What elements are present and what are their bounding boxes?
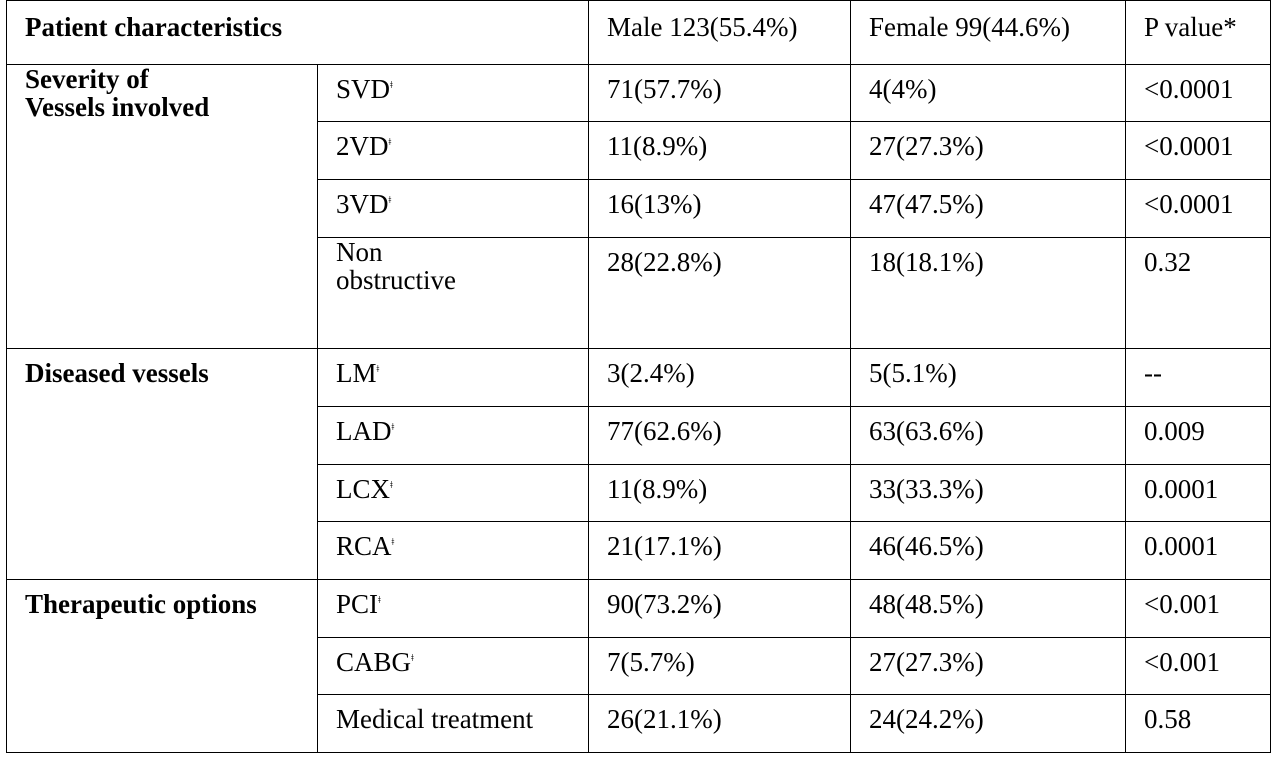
- cell-female: 18(18.1%): [850, 237, 1126, 349]
- row-label: LADǂ: [317, 406, 589, 465]
- header-pvalue: P value*: [1125, 0, 1271, 65]
- row-label-line2: obstructive: [336, 265, 456, 295]
- cell-pvalue: --: [1125, 348, 1271, 407]
- cell-female: 63(63.6%): [850, 406, 1126, 465]
- dagger-mark: ǂ: [390, 479, 393, 491]
- cell-male: 7(5.7%): [588, 637, 851, 695]
- cell-female: 5(5.1%): [850, 348, 1126, 407]
- row-label-text: LM: [336, 358, 377, 388]
- cell-male: 28(22.8%): [588, 237, 851, 349]
- dagger-mark: ǂ: [391, 536, 395, 548]
- patient-characteristics-table: Patient characteristics Male 123(55.4%) …: [6, 0, 1271, 753]
- cell-male: 90(73.2%): [588, 579, 851, 638]
- table-row: 2VDǂ 11(8.9%) 27(27.3%) <0.0001: [7, 121, 1271, 180]
- row-label-text: 2VD: [336, 131, 389, 161]
- cell-pvalue: <0.001: [1125, 579, 1271, 638]
- group-severity-line1: Severity of: [25, 64, 149, 94]
- cell-female: 48(48.5%): [850, 579, 1126, 638]
- group-severity: Severity of Vessels involved: [6, 64, 318, 349]
- row-label: PCIǂ: [317, 579, 589, 638]
- cell-pvalue: 0.58: [1125, 694, 1271, 753]
- table-row: Severity of Vessels involved SVDǂ 71(57.…: [6, 64, 1271, 349]
- cell-male: 77(62.6%): [588, 406, 851, 465]
- row-label-text: RCA: [336, 531, 392, 561]
- dagger-mark: ǂ: [411, 652, 414, 664]
- row-label: Non obstructive: [317, 237, 589, 349]
- table-row: LCXǂ 11(8.9%) 33(33.3%) 0.0001: [7, 464, 1271, 522]
- header-characteristics: Patient characteristics: [6, 0, 589, 65]
- row-label: LCXǂ: [317, 464, 589, 522]
- cell-pvalue: <0.0001: [1125, 179, 1271, 238]
- row-label-text: LCX: [336, 474, 390, 504]
- cell-male: 11(8.9%): [588, 464, 851, 522]
- row-label-text: SVD: [336, 74, 391, 104]
- cell-male: 11(8.9%): [588, 121, 851, 180]
- cell-female: 33(33.3%): [850, 464, 1126, 522]
- row-label-text: 3VD: [336, 189, 389, 219]
- row-label-text: LAD: [336, 416, 392, 446]
- cell-male: 71(57.7%): [588, 64, 851, 122]
- row-label: Medical treatment: [317, 694, 589, 753]
- table-row: LADǂ 77(62.6%) 63(63.6%) 0.009: [7, 406, 1271, 465]
- cell-male: 26(21.1%): [588, 694, 851, 753]
- cell-male: 16(13%): [588, 179, 851, 238]
- cell-female: 4(4%): [850, 64, 1126, 122]
- cell-male: 21(17.1%): [588, 521, 851, 580]
- group-therapeutic: Therapeutic options: [6, 579, 318, 753]
- header-row: Patient characteristics Male 123(55.4%) …: [6, 0, 1271, 65]
- cell-pvalue: 0.0001: [1125, 464, 1271, 522]
- row-label: 3VDǂ: [317, 179, 589, 238]
- dagger-mark: ǂ: [390, 79, 393, 91]
- cell-female: 24(24.2%): [850, 694, 1126, 753]
- dagger-mark: ǂ: [388, 136, 392, 148]
- group-severity-line2: Vessels involved: [25, 92, 210, 122]
- row-label: RCAǂ: [317, 521, 589, 580]
- cell-pvalue: <0.0001: [1125, 121, 1271, 180]
- table-row: Diseased vessels LMǂ 3(2.4%) 5(5.1%) --: [6, 348, 1271, 580]
- header-female: Female 99(44.6%): [850, 0, 1126, 65]
- cell-female: 46(46.5%): [850, 521, 1126, 580]
- table-row: Therapeutic options PCIǂ 90(73.2%) 48(48…: [6, 579, 1271, 753]
- row-label: SVDǂ: [317, 64, 589, 122]
- table-row: RCAǂ 21(17.1%) 46(46.5%) 0.0001: [7, 521, 1271, 580]
- row-label: LMǂ: [317, 348, 589, 407]
- cell-pvalue: 0.0001: [1125, 521, 1271, 580]
- cell-male: 3(2.4%): [588, 348, 851, 407]
- table-row: CABGǂ 7(5.7%) 27(27.3%) <0.001: [7, 637, 1271, 695]
- header-male: Male 123(55.4%): [588, 0, 851, 65]
- dagger-mark: ǂ: [376, 363, 380, 375]
- cell-pvalue: <0.0001: [1125, 64, 1271, 122]
- cell-female: 47(47.5%): [850, 179, 1126, 238]
- table-row: 3VDǂ 16(13%) 47(47.5%) <0.0001: [7, 179, 1271, 238]
- cell-pvalue: <0.001: [1125, 637, 1271, 695]
- row-label-text: PCI: [336, 589, 379, 619]
- row-label: 2VDǂ: [317, 121, 589, 180]
- row-label-line1: Non: [336, 237, 383, 267]
- table-row: Medical treatment 26(21.1%) 24(24.2%) 0.…: [7, 694, 1271, 753]
- cell-pvalue: 0.32: [1125, 237, 1271, 349]
- group-diseased: Diseased vessels: [6, 348, 318, 580]
- cell-female: 27(27.3%): [850, 121, 1126, 180]
- row-label-text: CABG: [336, 647, 412, 677]
- dagger-mark: ǂ: [388, 194, 392, 206]
- dagger-mark: ǂ: [391, 421, 395, 433]
- cell-female: 27(27.3%): [850, 637, 1126, 695]
- row-label: CABGǂ: [317, 637, 589, 695]
- dagger-mark: ǂ: [378, 594, 381, 606]
- cell-pvalue: 0.009: [1125, 406, 1271, 465]
